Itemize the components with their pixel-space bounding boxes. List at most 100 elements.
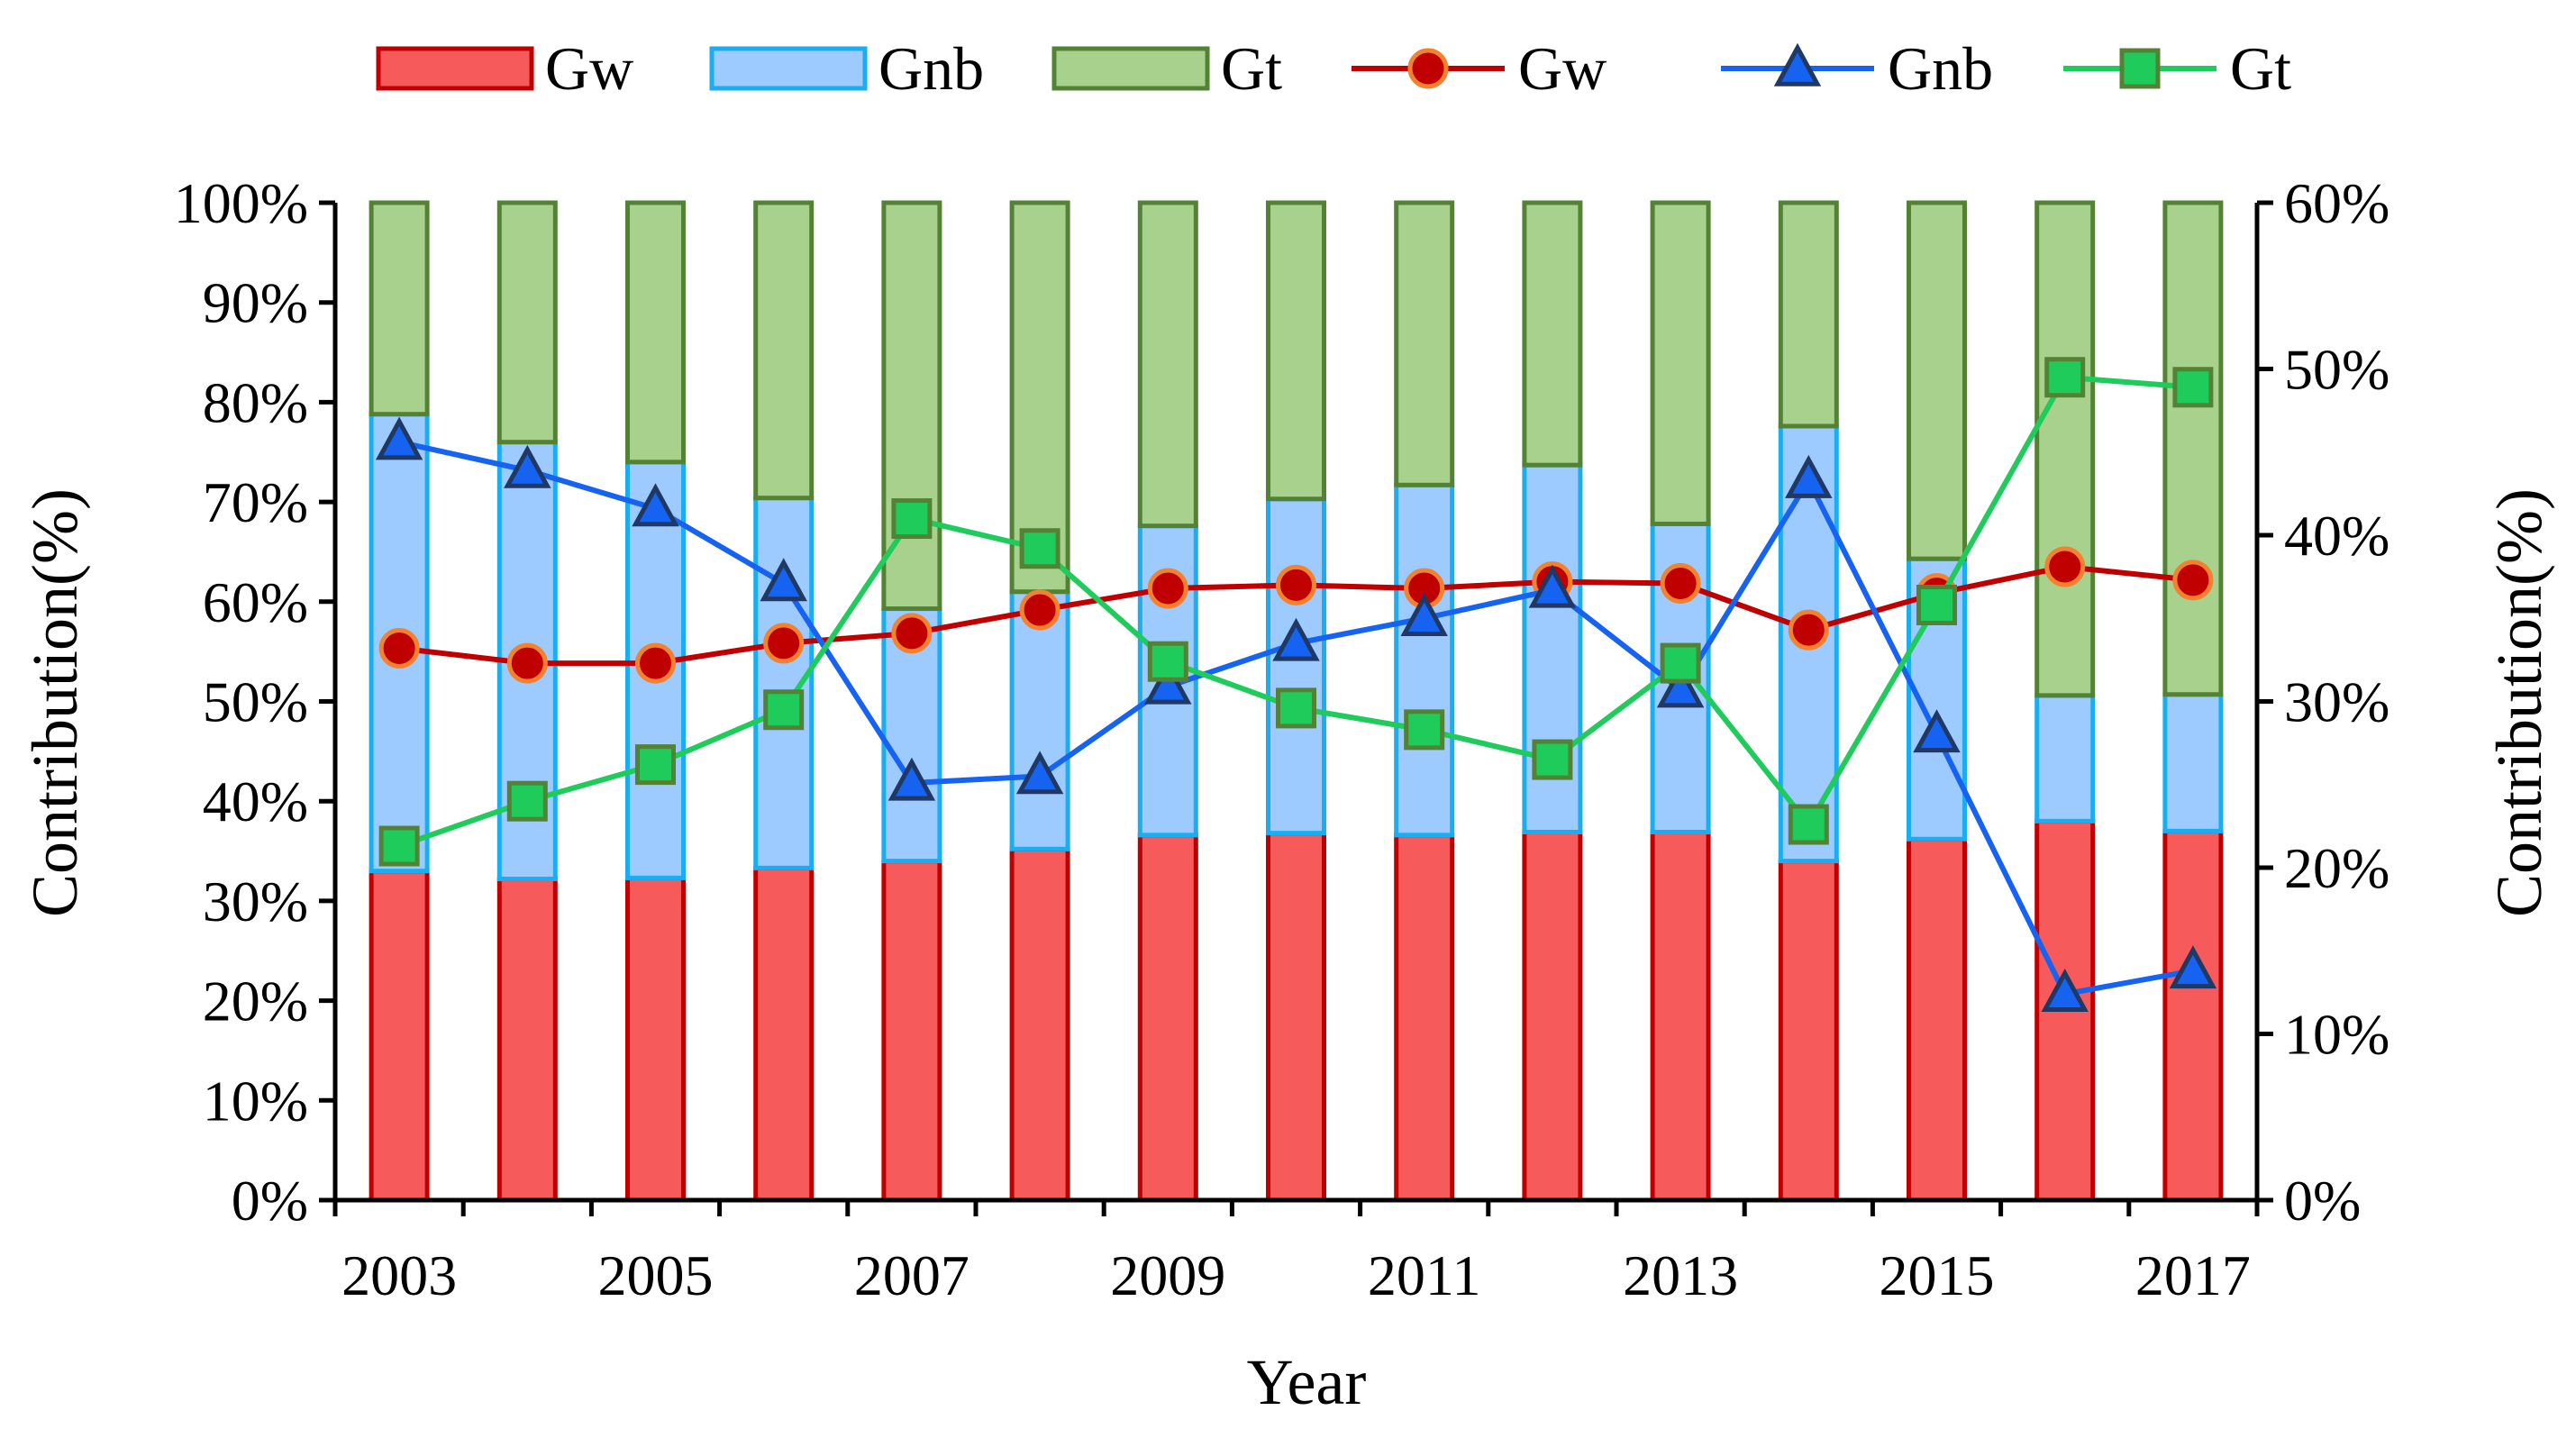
- y-right-tick-label: 50%: [2284, 338, 2389, 402]
- x-tick-label: 2009: [1110, 1243, 1225, 1307]
- legend-swatch: [709, 46, 868, 91]
- legend-item-bar-gw: Gw: [376, 34, 633, 103]
- line-gw-point-2008: [1019, 589, 1060, 631]
- bar-gt-2007: [881, 200, 942, 612]
- line-gt-point-2008: [1019, 528, 1060, 569]
- axis-labels: Year Contribution(%) Contribution(%): [19, 488, 2555, 1418]
- line-gnb-point-2014: [1785, 454, 1833, 498]
- line-gt-point-2014: [1788, 804, 1829, 845]
- y-left-tick-label: 30%: [203, 869, 308, 933]
- y-right-tick-label: 0%: [2284, 1169, 2361, 1233]
- line-gnb-point-2003: [375, 416, 423, 460]
- y-right-tick-label: 20%: [2284, 836, 2389, 900]
- legend-item-line-gt: Gt: [2063, 34, 2291, 103]
- legend-marker: [1773, 42, 1822, 86]
- line-gw-point-2017: [2172, 560, 2214, 601]
- line-gt-point-2013: [1660, 642, 1701, 684]
- line-gnb-point-2006: [760, 558, 807, 602]
- bar-gt-2012: [1522, 200, 1583, 468]
- bar-gt-2014: [1778, 200, 1839, 429]
- bar-gw-2009: [1137, 833, 1198, 1203]
- line-gt-point-2010: [1276, 687, 1316, 729]
- bar-gt-2009: [1137, 200, 1198, 529]
- bar-gw-2010: [1266, 831, 1326, 1203]
- x-tick-label: 2015: [1880, 1243, 1995, 1307]
- x-tick-label: 2011: [1368, 1243, 1481, 1307]
- legend-marker: [2119, 48, 2161, 89]
- line-gnb-point-2007: [887, 757, 936, 801]
- line-gw-point-2005: [635, 642, 676, 684]
- bar-gnb-2017: [2162, 692, 2224, 833]
- line-gt-point-2007: [891, 498, 933, 540]
- y-right-tick-label: 60%: [2284, 171, 2389, 235]
- line-gw-point-2014: [1788, 609, 1829, 651]
- line-gw-point-2007: [891, 613, 933, 654]
- bar-gt-2017: [2162, 200, 2224, 697]
- line-gt-point-2017: [2172, 367, 2214, 408]
- y-right-tick-label: 30%: [2284, 670, 2389, 734]
- legend-item-bar-gnb: Gnb: [709, 34, 984, 103]
- bar-gw-2014: [1778, 859, 1839, 1203]
- line-gnb-point-2012: [1528, 564, 1577, 608]
- line-gt-point-2016: [2044, 357, 2086, 398]
- legend-item-line-gw: Gw: [1352, 34, 1607, 103]
- y-left-tick-label: 100%: [174, 171, 308, 235]
- legend-marker: [1407, 48, 1449, 89]
- line-gnb-point-2005: [632, 483, 679, 527]
- bar-gw-2015: [1907, 836, 1967, 1203]
- line-gt-point-2003: [378, 825, 420, 867]
- bar-gt-2003: [369, 200, 430, 417]
- bar-gw-2008: [1009, 846, 1070, 1203]
- y-left-tick-label: 50%: [203, 670, 308, 734]
- bar-gw-2011: [1394, 833, 1455, 1203]
- legend: Gw Gnb Gt Gw Gnb Gt: [376, 34, 2291, 103]
- bar-gnb-2011: [1394, 482, 1455, 838]
- x-tick-label: 2003: [341, 1243, 457, 1307]
- bar-gw-2017: [2162, 828, 2224, 1203]
- y-left-tick-label: 10%: [203, 1069, 308, 1133]
- legend-label: Gw: [545, 34, 633, 103]
- line-gnb-point-2010: [1272, 617, 1320, 661]
- line-series: [375, 357, 2217, 1012]
- line-gw-point-2010: [1276, 564, 1316, 605]
- line-gnb-point-2004: [504, 444, 551, 488]
- line-gnb-point-2011: [1400, 593, 1448, 636]
- line-gt-point-2006: [763, 689, 805, 731]
- y-left-tick-label: 40%: [203, 769, 308, 833]
- bar-gt-2005: [625, 200, 686, 465]
- bar-gt-2011: [1394, 200, 1455, 487]
- y-left-tick-label: 70%: [203, 470, 308, 534]
- legend-item-line-gnb: Gnb: [1721, 34, 1993, 103]
- bar-gt-2004: [496, 200, 558, 445]
- line-gnb-point-2016: [2041, 969, 2089, 1012]
- x-tick-label: 2013: [1623, 1243, 1738, 1307]
- line-gw-point-2009: [1147, 568, 1188, 609]
- bar-gnb-2007: [881, 606, 942, 864]
- line-gt-point-2011: [1404, 709, 1445, 751]
- bar-gt-2006: [753, 200, 815, 501]
- bar-gnb-2016: [2034, 693, 2096, 824]
- bar-gt-2013: [1650, 200, 1711, 526]
- x-tick-label: 2017: [2135, 1243, 2251, 1307]
- bar-gw-2007: [881, 859, 942, 1203]
- line-gnb-point-2015: [1913, 709, 1961, 753]
- line-gnb-point-2017: [2169, 945, 2217, 989]
- line-gt-point-2015: [1916, 584, 1957, 625]
- y-left-tick-label: 80%: [203, 370, 308, 434]
- line-gw-point-2016: [2044, 546, 2086, 587]
- y-left-tick-label: 90%: [203, 271, 308, 335]
- line-gw-point-2013: [1660, 563, 1701, 605]
- line-gnb-point-2009: [1144, 660, 1192, 705]
- legend-label: Gnb: [1888, 34, 1993, 103]
- y-right-tick-label: 40%: [2284, 504, 2389, 568]
- x-tick-label: 2005: [598, 1243, 714, 1307]
- y-left-tick-label: 0%: [232, 1169, 308, 1233]
- bar-gnb-2008: [1009, 589, 1070, 851]
- line-gt-point-2009: [1147, 641, 1188, 682]
- y-left-tick-label: 60%: [203, 570, 308, 634]
- bar-gw-2012: [1522, 830, 1583, 1203]
- legend-label: Gnb: [878, 34, 984, 103]
- bar-gnb-2010: [1266, 496, 1326, 836]
- line-gw-point-2004: [506, 642, 548, 684]
